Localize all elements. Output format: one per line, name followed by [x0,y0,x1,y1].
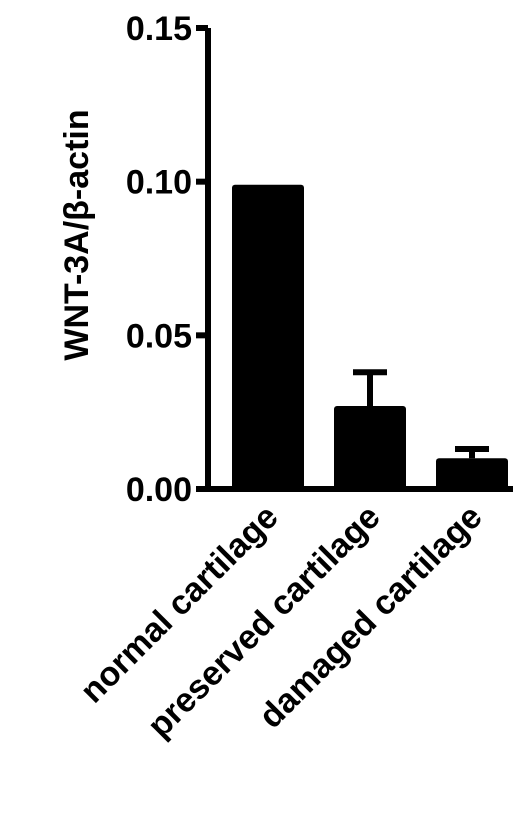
y-axis-title-group: WNT-3A/β-actin [58,109,96,360]
y-tick-label: 0.10 [126,164,192,202]
error-bars [353,369,489,459]
bars [232,184,508,490]
bar [334,406,406,489]
y-ticks: 0.00 0.05 0.10 0.15 [126,10,208,509]
bar [232,184,304,490]
y-tick-label: 0.15 [126,10,192,48]
bar [436,458,508,489]
y-tick-label: 0.05 [126,317,192,355]
y-tick-label: 0.00 [126,471,192,509]
y-axis-title: WNT-3A/β-actin [58,109,96,360]
